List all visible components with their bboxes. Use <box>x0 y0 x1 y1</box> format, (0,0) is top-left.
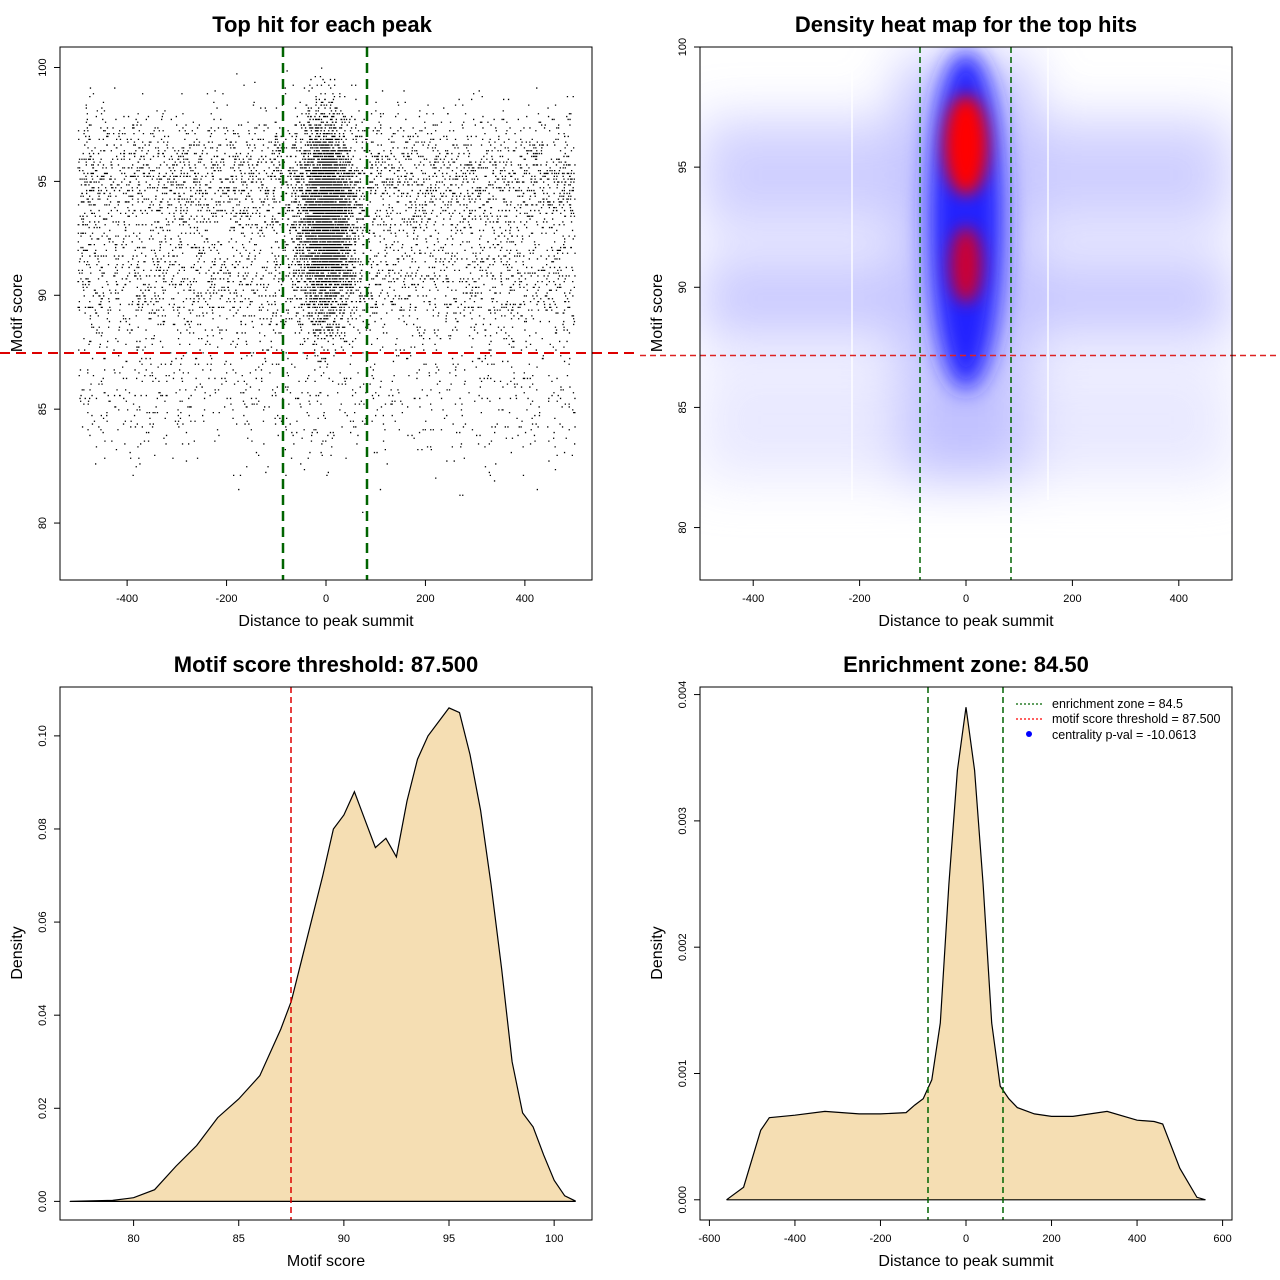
score-density-x-axis: 80 85 90 95 100 <box>127 1219 563 1245</box>
distance-density-x-tick-label: 600 <box>1213 1233 1231 1245</box>
heatmap-y-tick-label: 100 <box>677 38 689 56</box>
scatter-title: Top hit for each peak <box>212 12 432 37</box>
heatmap-x-tick-label: 0 <box>963 593 969 605</box>
score-density-area <box>69 707 576 1203</box>
heatmap-x-tick-label: 400 <box>1170 593 1188 605</box>
legend-pval-label: centrality p-val = -10.0613 <box>1052 728 1196 742</box>
distance-density-y-tick-label: 0.001 <box>677 1060 689 1088</box>
distance-density-panel: Enrichment zone: 84.50 -600 -400 -200 0 200 4… <box>649 652 1233 1270</box>
score-density-y-tick-label: 0.00 <box>37 1191 49 1212</box>
heatmap-title: Density heat map for the top hits <box>795 12 1137 37</box>
score-density-x-tick-label: 95 <box>443 1233 455 1245</box>
distance-density-x-tick-label: -600 <box>698 1233 720 1245</box>
distance-density-y-tick-label: 0.004 <box>677 681 689 709</box>
heatmap-x-label: Distance to peak summit <box>878 613 1054 630</box>
distance-density-y-tick-label: 0.002 <box>677 933 689 961</box>
scatter-y-tick-label: 90 <box>37 289 49 301</box>
distance-density-y-tick-label: 0.003 <box>677 807 689 835</box>
scatter-point-cloud <box>77 67 576 513</box>
scatter-y-tick-label: 80 <box>37 517 49 529</box>
legend: enrichment zone = 84.5 motif score thres… <box>1016 697 1221 742</box>
distance-density-x-axis: -600 -400 -200 0 200 400 600 <box>698 1219 1232 1245</box>
score-density-y-tick-label: 0.06 <box>37 911 49 932</box>
scatter-y-tick-label: 100 <box>37 58 49 76</box>
distance-density-title: Enrichment zone: 84.50 <box>843 652 1089 677</box>
scatter-y-label: Motif score <box>9 274 26 352</box>
scatter-panel: Top hit for each peak -400 -200 0 200 400 80… <box>0 12 640 630</box>
heatmap-y-tick-label: 90 <box>677 281 689 293</box>
distance-density-x-tick-label: 0 <box>963 1233 969 1245</box>
score-density-panel: Motif score threshold: 87.500 80 85 90 95 10… <box>9 652 593 1270</box>
scatter-y-tick-label: 95 <box>37 175 49 187</box>
scatter-y-axis: 80 85 90 95 100 <box>37 58 61 529</box>
scatter-points <box>77 67 576 513</box>
heatmap-y-tick-label: 85 <box>677 401 689 413</box>
score-density-x-tick-label: 85 <box>233 1233 245 1245</box>
heatmap-surface <box>700 47 1232 580</box>
distance-density-y-label: Density <box>649 926 666 979</box>
scatter-x-tick-label: 200 <box>416 593 434 605</box>
scatter-plot-box <box>59 46 593 581</box>
legend-zone-label: enrichment zone = 84.5 <box>1052 697 1183 711</box>
heatmap-x-tick-label: 200 <box>1063 593 1081 605</box>
legend-pval-point <box>1026 731 1032 737</box>
scatter-y-tick-label: 85 <box>37 403 49 415</box>
score-density-y-tick-label: 0.08 <box>37 818 49 839</box>
heatmap-panel: Density heat map for the top hits -400 -2 <box>640 12 1280 630</box>
score-density-y-tick-label: 0.02 <box>37 1098 49 1119</box>
heatmap-x-tick-label: -200 <box>849 593 871 605</box>
scatter-x-tick-label: -400 <box>116 593 138 605</box>
legend-threshold-label: motif score threshold = 87.500 <box>1052 712 1221 726</box>
distance-density-x-tick-label: -200 <box>869 1233 891 1245</box>
score-density-x-tick-label: 90 <box>338 1233 350 1245</box>
scatter-x-label: Distance to peak summit <box>238 613 414 630</box>
score-density-x-tick-label: 100 <box>545 1233 563 1245</box>
heatmap-y-label: Motif score <box>649 274 666 352</box>
distance-density-x-tick-label: 400 <box>1128 1233 1146 1245</box>
heatmap-y-tick-label: 95 <box>677 161 689 173</box>
heatmap-y-axis: 80 85 90 95 100 <box>677 38 701 534</box>
scatter-x-tick-label: 0 <box>323 593 329 605</box>
score-density-y-axis: 0.00 0.02 0.04 0.06 0.08 0.10 <box>37 725 61 1212</box>
distance-density-y-tick-label: 0.000 <box>677 1186 689 1214</box>
scatter-x-tick-label: -200 <box>216 593 238 605</box>
score-density-y-tick-label: 0.04 <box>37 1004 49 1025</box>
scatter-x-axis: -400 -200 0 200 400 <box>116 579 534 605</box>
score-density-x-label: Motif score <box>287 1253 365 1270</box>
score-density-x-tick-label: 80 <box>127 1233 139 1245</box>
distance-density-y-axis: 0.000 0.001 0.002 0.003 0.004 <box>677 681 701 1214</box>
heatmap-x-axis: -400 -200 0 200 400 <box>742 579 1188 605</box>
heatmap-hotspot-lower <box>950 227 982 303</box>
distance-density-x-tick-label: 200 <box>1042 1233 1060 1245</box>
score-density-y-label: Density <box>9 926 26 979</box>
scatter-x-tick-label: 400 <box>516 593 534 605</box>
heatmap-hotspot-upper <box>944 95 988 195</box>
heatmap-x-tick-label: -400 <box>742 593 764 605</box>
heatmap-y-tick-label: 80 <box>677 521 689 533</box>
distance-density-area <box>726 707 1206 1201</box>
score-density-title: Motif score threshold: 87.500 <box>174 652 478 677</box>
distance-density-x-label: Distance to peak summit <box>878 1253 1054 1270</box>
distance-density-x-tick-label: -400 <box>784 1233 806 1245</box>
score-density-y-tick-label: 0.10 <box>37 725 49 746</box>
